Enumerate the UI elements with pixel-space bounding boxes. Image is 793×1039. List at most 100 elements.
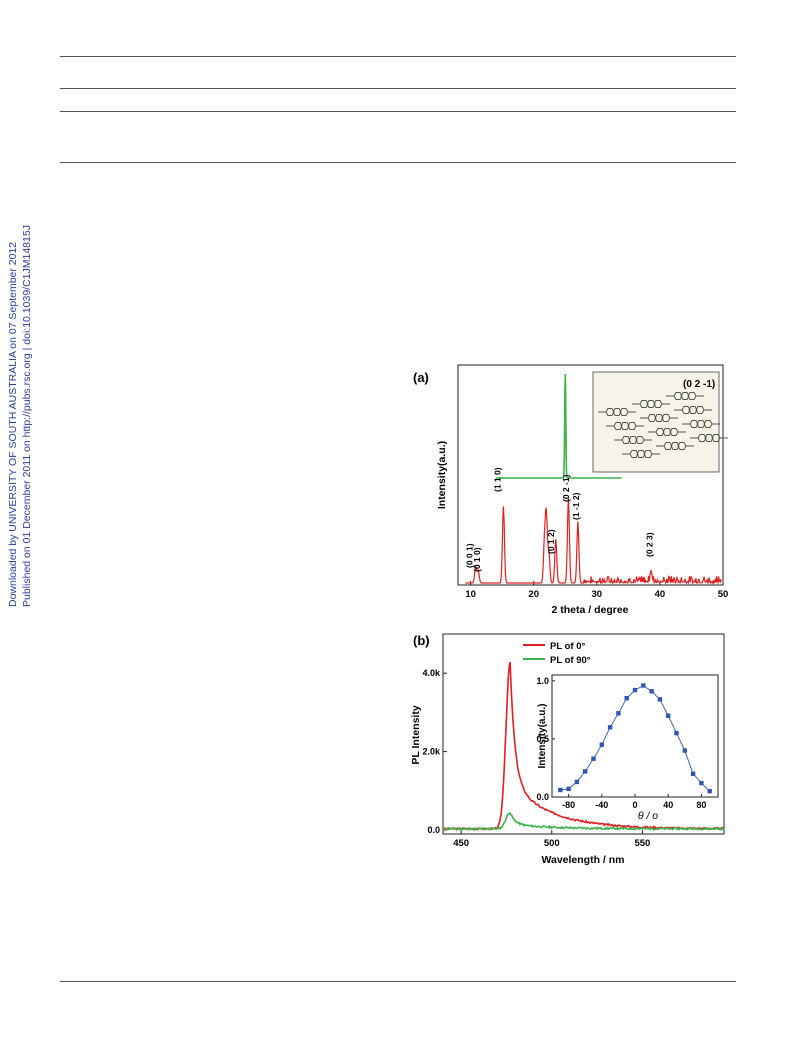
panel-a-x-tick-label: 50 [718,589,729,600]
panel-b-x-tick-label: 450 [453,838,469,849]
molecule-ring [680,392,690,400]
inset-point [607,725,613,730]
inset-y-tick-label: 1.0 [536,676,549,686]
molecule-ring [654,414,664,422]
panel-a-green-series [495,373,622,479]
panel-a-frame [457,364,724,586]
molecule-ring [687,392,697,400]
footer-rule [60,981,736,982]
inset-point [666,713,671,718]
header-rule-3 [60,111,736,112]
inset-x-tick-label: 0 [632,800,637,810]
inset-point [566,786,571,792]
molecule-ring [619,408,629,416]
panel-b-y-tick-label: 2.0k [422,747,441,757]
inset-point [624,696,629,701]
peak-label: (0 2 -1) [561,474,571,502]
panel-a-x-ticks: 10 20 30 40 50 [465,581,728,600]
panel-a-x-tick-label: 10 [465,589,476,600]
inset-point [558,787,563,793]
figure: (a) 10 20 30 40 50 2 theta / degree Intensit… [405,362,740,877]
panel-b-x-tick-label: 550 [634,838,650,849]
molecule-ring [669,428,679,436]
inset-plane-label: (0 2 -1) [683,379,715,390]
inset-ticks: -80 -40 0 40 80 0.0 0.5 1.0 [536,676,706,810]
panel-b-x-axis-label: Wavelength / nm [541,854,624,866]
inset-y-axis-label: Intensity(a.u.) [537,703,548,768]
panel-a-x-axis-label: 2 theta / degree [551,604,628,616]
peak-label: (0 2 3) [644,532,654,557]
molecule-ring [646,400,656,408]
inset-point [641,683,646,688]
molecule-ring [661,414,671,422]
inset-point [690,771,696,776]
molecule-ring [670,442,680,450]
inset-y-tick-label: 0.0 [536,792,549,802]
download-watermark: Downloaded by UNIVERSITY OF SOUTH AUSTRA… [4,225,44,615]
molecule-ring [703,420,713,428]
inset-point [649,689,654,694]
peak-label: (1 -1 2) [571,492,581,520]
inset-point [632,687,638,693]
peak-label: (0 1 2) [546,529,556,554]
watermark-line-1[interactable]: Downloaded by UNIVERSITY OF SOUTH AUSTRA… [7,242,19,607]
molecule-ring [704,434,714,442]
molecule-ring [612,408,622,416]
panel-a-label: (a) [413,370,429,385]
molecule-ring [643,450,653,458]
legend-label-pl90: PL of 90° [550,655,591,666]
pl-90-series [442,811,725,832]
panel-a-x-tick-label: 30 [592,589,603,600]
panel-a-red-series [465,497,722,586]
panel-b-y-axis-label: PL Intensity [410,705,422,764]
peak-label: (0 1 0) [472,547,482,572]
peak-label: (1 1 0) [492,467,502,492]
inset-frame [551,674,719,798]
molecular-packing-image: (0 2 -1) [592,371,728,473]
inset-point [682,748,687,753]
inset-point [674,730,679,736]
inset-x-tick-label: 40 [663,800,673,810]
inset-x-axis-label: θ / o [638,810,658,822]
inset-points [558,683,712,794]
molecule-ring [653,400,663,408]
panel-b-y-tick-label: 4.0k [422,668,441,678]
header-rule-1 [60,56,736,57]
inset-y-tick-label: 0.5 [536,734,549,744]
watermark-line-2[interactable]: Published on 01 December 2011 on http://… [21,225,33,607]
panel-a-x-tick-label: 20 [528,589,539,600]
panel-b-legend: PL of 0° PL of 90° [523,641,591,666]
molecule-ring [688,406,698,414]
inset-point [583,769,588,774]
molecule-ring [620,422,630,430]
molecule-ring [636,450,646,458]
panel-a-y-axis-label: Intensity(a.u.) [436,441,448,509]
watermark-svg: Downloaded by UNIVERSITY OF SOUTH AUSTRA… [7,225,33,607]
legend-label-pl0: PL of 0° [550,641,585,652]
inset-point [699,780,704,786]
panel-a-x-tick-label: 40 [655,589,666,600]
inset-point [591,756,596,761]
inset-x-tick-label: -40 [595,800,608,810]
panel-b-label: (b) [413,633,430,648]
panel-b-y-tick-label: 0.0 [427,825,440,835]
header-rule-4 [60,162,736,163]
molecule-ring [677,442,687,450]
molecule-ring [627,422,637,430]
panel-a-peak-labels: (0 0 1)(0 1 0) (1 1 0) (0 1 2) (0 2 -1)(1 -… [465,467,655,572]
molecule-ring [711,434,721,442]
peak-label: (0 0 1) [465,543,475,568]
header-rule-2 [60,88,736,89]
inset-x-tick-label: -80 [562,800,575,810]
panel-b-frame [442,633,725,835]
molecule-ring [628,436,638,444]
inset-x-tick-label: 80 [696,800,706,810]
molecule-ring [696,420,706,428]
molecule-ring [662,428,672,436]
inset-point [574,779,580,785]
panel-b-x-tick-label: 500 [544,838,560,849]
inset-point [707,789,712,794]
inset-point [657,697,663,702]
inset-point [616,711,621,716]
inset-point [599,742,604,747]
